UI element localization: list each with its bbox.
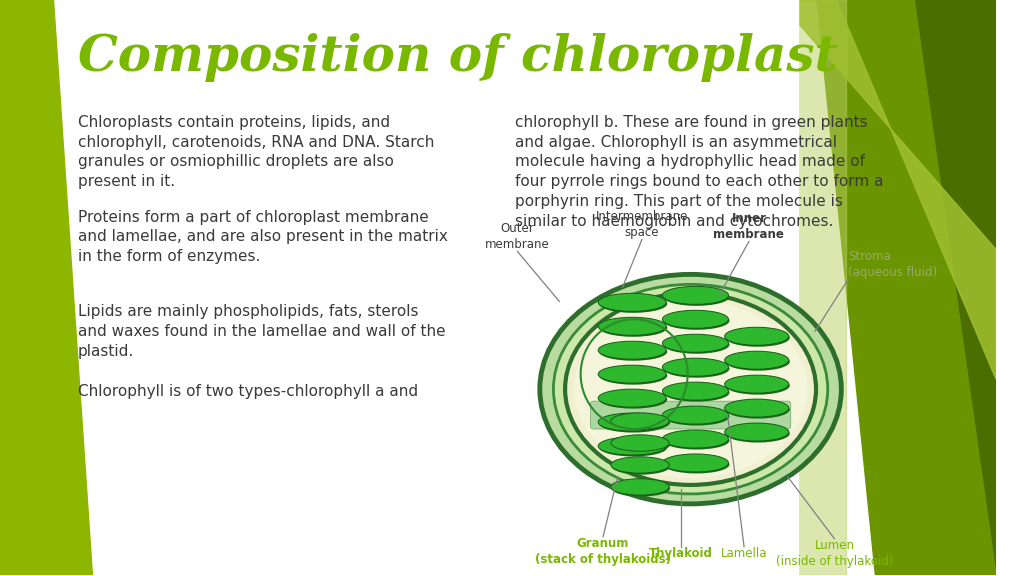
Ellipse shape [725, 375, 788, 393]
Ellipse shape [599, 391, 668, 408]
Ellipse shape [726, 353, 790, 371]
Ellipse shape [610, 479, 669, 495]
Text: Chlorophyll is of two types-chlorophyll a and: Chlorophyll is of two types-chlorophyll … [78, 384, 418, 399]
Ellipse shape [553, 285, 827, 494]
Ellipse shape [598, 437, 667, 455]
Ellipse shape [573, 300, 807, 478]
Ellipse shape [599, 367, 668, 385]
Ellipse shape [725, 423, 788, 441]
Ellipse shape [726, 329, 790, 347]
Ellipse shape [725, 351, 788, 369]
Ellipse shape [664, 336, 729, 354]
Ellipse shape [599, 415, 668, 433]
Ellipse shape [598, 341, 667, 359]
Text: Composition of chloroplast: Composition of chloroplast [78, 33, 838, 82]
Text: Thylakoid: Thylakoid [649, 547, 713, 560]
Ellipse shape [664, 431, 729, 449]
Ellipse shape [663, 406, 728, 424]
Ellipse shape [598, 317, 667, 335]
Text: Lamella: Lamella [721, 547, 767, 560]
Text: Stroma
(aqueous fluid): Stroma (aqueous fluid) [848, 251, 937, 279]
Ellipse shape [663, 382, 728, 400]
Ellipse shape [598, 413, 667, 431]
Text: Outer
membrane: Outer membrane [485, 222, 550, 252]
Text: Chloroplasts contain proteins, lipids, and
chlorophyll, carotenoids, RNA and DNA: Chloroplasts contain proteins, lipids, a… [78, 115, 434, 189]
Ellipse shape [663, 358, 728, 376]
Ellipse shape [726, 425, 790, 442]
Ellipse shape [664, 384, 729, 401]
Text: chlorophyll b. These are found in green plants
and algae. Chlorophyll is an asym: chlorophyll b. These are found in green … [515, 115, 884, 229]
Polygon shape [53, 0, 798, 575]
Ellipse shape [664, 359, 729, 378]
Polygon shape [798, 0, 846, 575]
Polygon shape [914, 0, 996, 575]
Ellipse shape [663, 454, 728, 472]
Ellipse shape [611, 458, 670, 475]
Text: Granum
(stack of thylakoids): Granum (stack of thylakoids) [535, 537, 671, 566]
Ellipse shape [664, 456, 729, 473]
FancyBboxPatch shape [591, 401, 791, 429]
Ellipse shape [611, 414, 670, 431]
Polygon shape [0, 0, 92, 575]
Ellipse shape [610, 413, 669, 429]
Ellipse shape [725, 327, 788, 345]
Ellipse shape [598, 389, 667, 407]
Ellipse shape [663, 286, 728, 304]
Ellipse shape [565, 293, 816, 485]
Ellipse shape [664, 408, 729, 426]
Ellipse shape [664, 312, 729, 330]
Ellipse shape [611, 437, 670, 453]
Polygon shape [0, 0, 92, 575]
Ellipse shape [610, 457, 669, 473]
Text: Intermembrane
space: Intermembrane space [596, 210, 688, 240]
Ellipse shape [663, 334, 728, 353]
Text: Lipids are mainly phospholipids, fats, sterols
and waxes found in the lamellae a: Lipids are mainly phospholipids, fats, s… [78, 304, 445, 359]
Polygon shape [817, 0, 996, 575]
Ellipse shape [599, 319, 668, 337]
Ellipse shape [598, 293, 667, 311]
Ellipse shape [664, 288, 729, 306]
Ellipse shape [599, 438, 668, 457]
Ellipse shape [726, 400, 790, 419]
Ellipse shape [540, 274, 842, 504]
Ellipse shape [598, 365, 667, 383]
Polygon shape [778, 0, 996, 379]
Text: Proteins form a part of chloroplast membrane
and lamellae, and are also present : Proteins form a part of chloroplast memb… [78, 210, 447, 264]
Ellipse shape [610, 435, 669, 451]
Ellipse shape [725, 399, 788, 417]
Ellipse shape [663, 430, 728, 448]
Ellipse shape [611, 480, 670, 497]
Text: Inner
membrane: Inner membrane [714, 213, 784, 241]
Ellipse shape [663, 310, 728, 328]
Text: Lumen
(inside of thylakoid): Lumen (inside of thylakoid) [776, 539, 893, 568]
Ellipse shape [726, 377, 790, 395]
Ellipse shape [599, 295, 668, 313]
Ellipse shape [599, 343, 668, 361]
